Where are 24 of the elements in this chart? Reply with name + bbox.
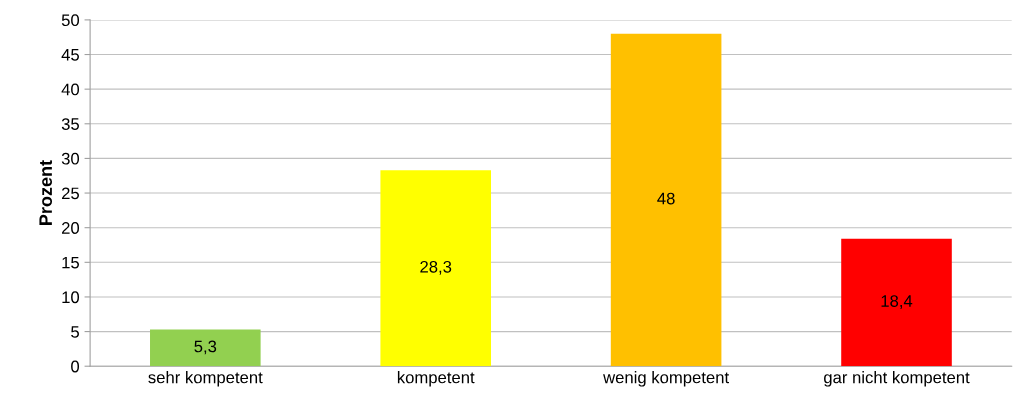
data-label: 28,3 <box>420 260 452 275</box>
y-tick-label: 40 <box>61 83 80 96</box>
y-tick-label: 0 <box>71 360 80 373</box>
y-axis-title: Prozent <box>39 160 53 225</box>
bar <box>610 33 722 367</box>
x-tick-label: gar nicht kompetent <box>824 371 970 387</box>
y-tick-label: 10 <box>62 291 80 304</box>
data-label: 18,4 <box>881 295 913 309</box>
y-tick-label: 20 <box>62 222 80 234</box>
y-tick-label: 35 <box>61 118 79 130</box>
bar <box>150 329 261 367</box>
y-tick-label: 50 <box>61 14 80 27</box>
y-tick-label: 15 <box>62 256 79 269</box>
y-tick-label: 30 <box>61 152 80 165</box>
data-label: 5,3 <box>194 340 217 355</box>
x-tick-label: kompetent <box>397 371 475 387</box>
x-tick-label: wenig kompetent <box>603 371 729 387</box>
data-label: 48 <box>657 192 675 205</box>
bar <box>380 170 492 367</box>
bar <box>841 238 952 367</box>
y-tick-label: 5 <box>71 326 79 338</box>
x-tick-label: sehr kompetent <box>148 371 263 387</box>
y-tick-label: 45 <box>61 49 79 61</box>
y-tick-label: 25 <box>62 187 79 200</box>
